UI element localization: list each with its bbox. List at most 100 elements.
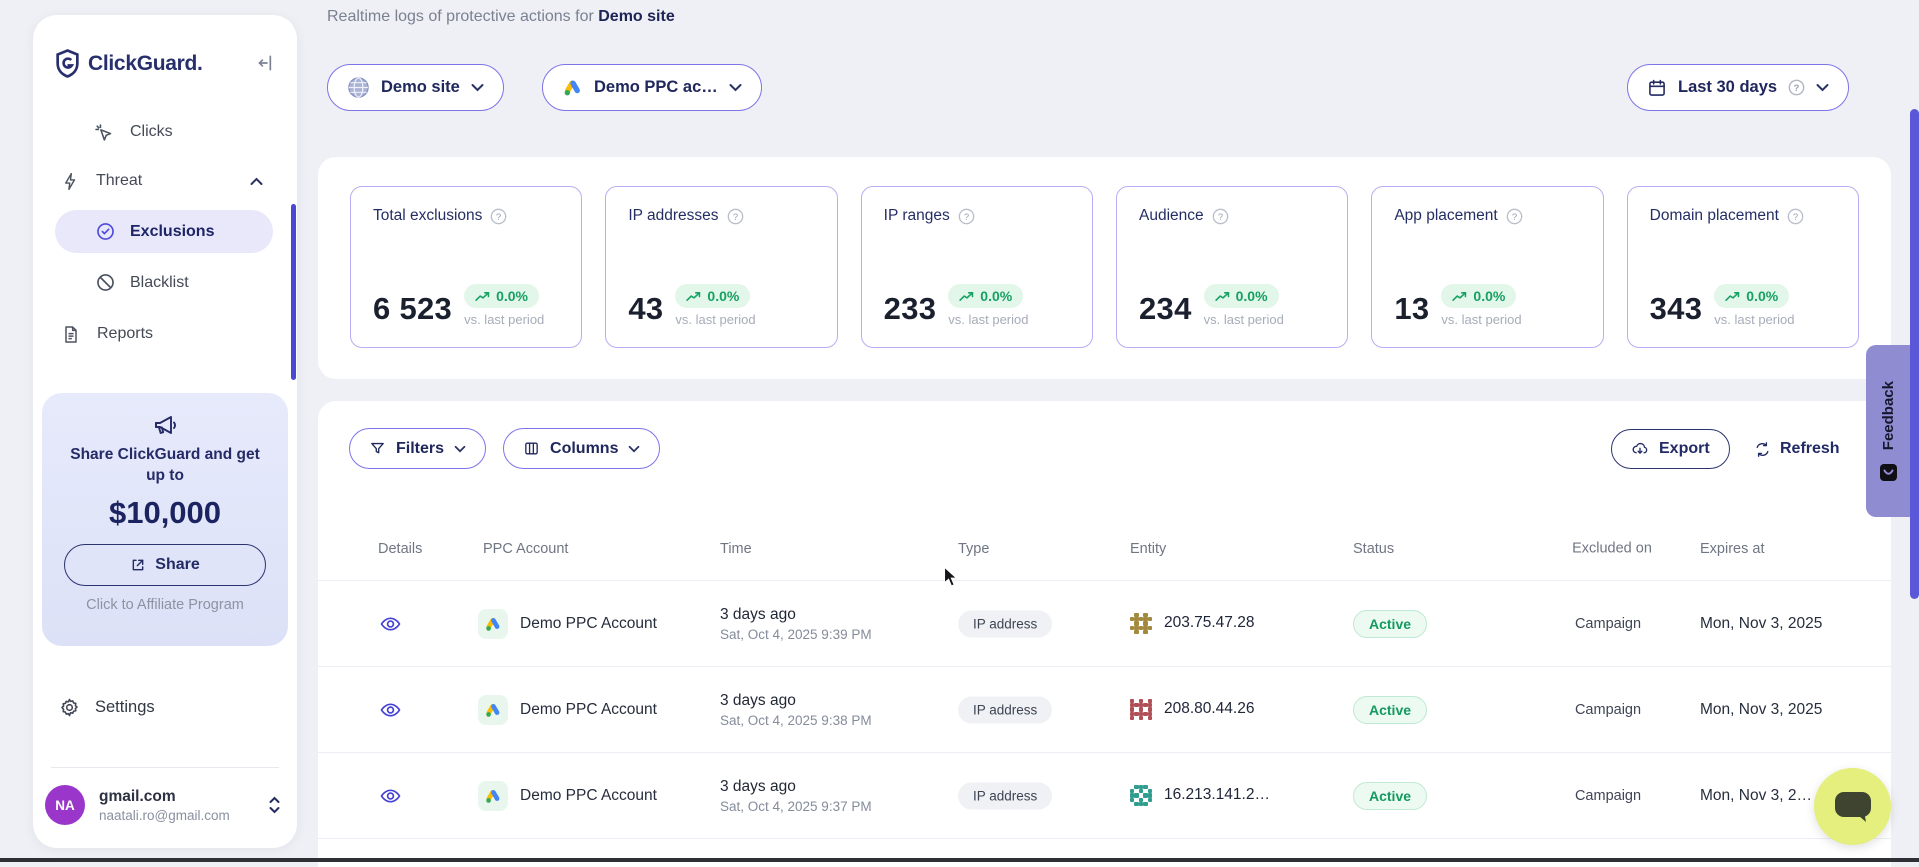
chevron-up-down-icon: [268, 796, 281, 814]
chevron-down-icon: [628, 445, 640, 453]
stat-label: Audience: [1138, 207, 1204, 224]
trend-caption: vs. last period: [675, 312, 756, 327]
row-ppc-account: Demo PPC Account: [478, 608, 657, 639]
help-icon[interactable]: ?: [958, 208, 975, 225]
row-type: IP address: [958, 610, 1053, 637]
sidebar-item-reports[interactable]: Reports: [33, 312, 297, 356]
share-button[interactable]: Share: [64, 543, 266, 586]
sidebar-item-blacklist[interactable]: Blacklist: [55, 261, 273, 304]
row-ppc-account: Demo PPC Account: [478, 694, 657, 725]
stat-value: 233: [883, 291, 937, 326]
row-status: Active: [1353, 695, 1428, 724]
date-range-selector[interactable]: Last 30 days ?: [1627, 64, 1850, 111]
chat-launcher-button[interactable]: [1814, 768, 1891, 845]
promo-amount: $10,000: [108, 494, 222, 530]
help-icon[interactable]: ?: [1506, 208, 1523, 225]
avatar: NA: [45, 785, 85, 825]
page-scrollbar[interactable]: [1910, 109, 1919, 599]
account-switcher[interactable]: NA gmail.com naatali.ro@gmail.com: [45, 785, 285, 825]
svg-text:?: ?: [496, 211, 501, 222]
help-icon: ?: [1788, 79, 1805, 96]
columns-icon: [523, 440, 540, 457]
ppc-account-selector[interactable]: Demo PPC ac…: [542, 64, 762, 111]
table-row: Demo PPC Account 3 days ago Sat, Oct 4, …: [318, 752, 1891, 838]
export-button[interactable]: Export: [1611, 429, 1730, 469]
row-details-eye-icon[interactable]: [380, 701, 401, 718]
affiliate-promo-card[interactable]: Share ClickGuard and get up to $10,000 S…: [42, 393, 288, 646]
column-header-details: Details: [378, 541, 423, 557]
refresh-button[interactable]: Refresh: [1754, 429, 1840, 469]
column-header-type: Type: [958, 541, 990, 557]
trend-pill: 0.0%: [1714, 284, 1790, 308]
column-header-status: Status: [1353, 541, 1395, 557]
export-button-label: Export: [1659, 440, 1710, 457]
user-email: naatali.ro@gmail.com: [99, 807, 230, 823]
help-icon[interactable]: ?: [1787, 208, 1804, 225]
share-button-label: Share: [155, 555, 200, 573]
chat-bubble-icon: [1833, 789, 1873, 824]
stat-label: App placement: [1394, 207, 1498, 224]
columns-button[interactable]: Columns: [503, 428, 661, 469]
promo-hint: Click to Affiliate Program: [86, 596, 244, 613]
document-icon: [61, 324, 81, 345]
sidebar-divider: [51, 767, 279, 768]
site-selector[interactable]: Demo site: [327, 64, 504, 111]
chevron-up-icon[interactable]: [250, 177, 263, 186]
table-row: Demo PPC Account 3 days ago Sat, Oct 4, …: [318, 580, 1891, 666]
trend-value: 0.0%: [707, 288, 740, 304]
trend-up-icon: [1214, 291, 1230, 302]
row-excluded-on: Campaign: [1574, 787, 1642, 804]
stat-value: 234: [1138, 291, 1192, 326]
columns-button-label: Columns: [550, 439, 619, 457]
stat-card: IP addresses ? 43 0.0% vs. last period: [605, 186, 838, 348]
intercom-icon: [1880, 463, 1897, 481]
stat-trend-block: 0.0% vs. last period: [464, 284, 544, 327]
stat-title-row: IP addresses ?: [628, 207, 814, 225]
brand-name: ClickGuard.: [88, 51, 203, 75]
row-type: IP address: [958, 782, 1053, 809]
brand-logo[interactable]: ClickGuard.: [55, 49, 203, 78]
svg-text:?: ?: [964, 211, 969, 222]
globe-icon: [347, 76, 370, 99]
filters-button[interactable]: Filters: [349, 428, 487, 469]
row-entity: 16.213.141.2…: [1130, 784, 1270, 807]
row-details-eye-icon[interactable]: [380, 615, 401, 632]
sidebar-item-threat[interactable]: Threat: [33, 159, 297, 203]
trend-up-icon: [1725, 291, 1740, 302]
ppc-account-name: Demo PPC Account: [520, 786, 657, 804]
refresh-button-label: Refresh: [1780, 440, 1840, 457]
help-icon[interactable]: ?: [727, 208, 744, 225]
user-name: gmail.com: [99, 787, 176, 805]
sidebar-item-exclusions[interactable]: Exclusions: [55, 210, 273, 253]
chevron-down-icon: [471, 83, 484, 92]
sidebar-item-settings[interactable]: Settings: [59, 697, 155, 718]
entity-value: 16.213.141.2…: [1163, 786, 1270, 804]
sidebar-scrollbar[interactable]: [291, 204, 296, 380]
trend-caption: vs. last period: [948, 312, 1029, 327]
row-details-eye-icon[interactable]: [380, 787, 401, 804]
entity-identicon: [1130, 612, 1152, 635]
stat-card: IP ranges ? 233 0.0% vs. last period: [860, 186, 1093, 348]
feedback-tab[interactable]: Feedback: [1866, 345, 1911, 517]
table-header-row: Details PPC Account Time Type Entity Sta…: [318, 521, 1891, 577]
filters-button-label: Filters: [396, 439, 445, 457]
google-ads-icon: [478, 608, 508, 639]
ppc-account-selector-value: Demo PPC ac…: [594, 78, 718, 96]
status-badge: Active: [1353, 609, 1428, 638]
help-icon[interactable]: ?: [490, 208, 507, 225]
sidebar-item-label: Blacklist: [130, 273, 189, 291]
svg-text:?: ?: [732, 211, 737, 222]
cloud-download-icon: [1631, 440, 1649, 458]
sidebar-item-clicks[interactable]: Clicks: [33, 110, 297, 154]
sidebar-item-label: Clicks: [130, 123, 173, 140]
trend-value: 0.0%: [1235, 288, 1268, 304]
help-icon[interactable]: ?: [1212, 208, 1229, 225]
column-header-entity: Entity: [1130, 541, 1167, 557]
ban-icon: [95, 272, 116, 293]
refresh-icon: [1754, 441, 1771, 458]
trend-pill: 0.0%: [1441, 284, 1517, 308]
collapse-sidebar-icon[interactable]: [257, 53, 277, 73]
stat-bottom: 13 0.0% vs. last period: [1394, 284, 1522, 327]
trend-caption: vs. last period: [1441, 312, 1522, 327]
